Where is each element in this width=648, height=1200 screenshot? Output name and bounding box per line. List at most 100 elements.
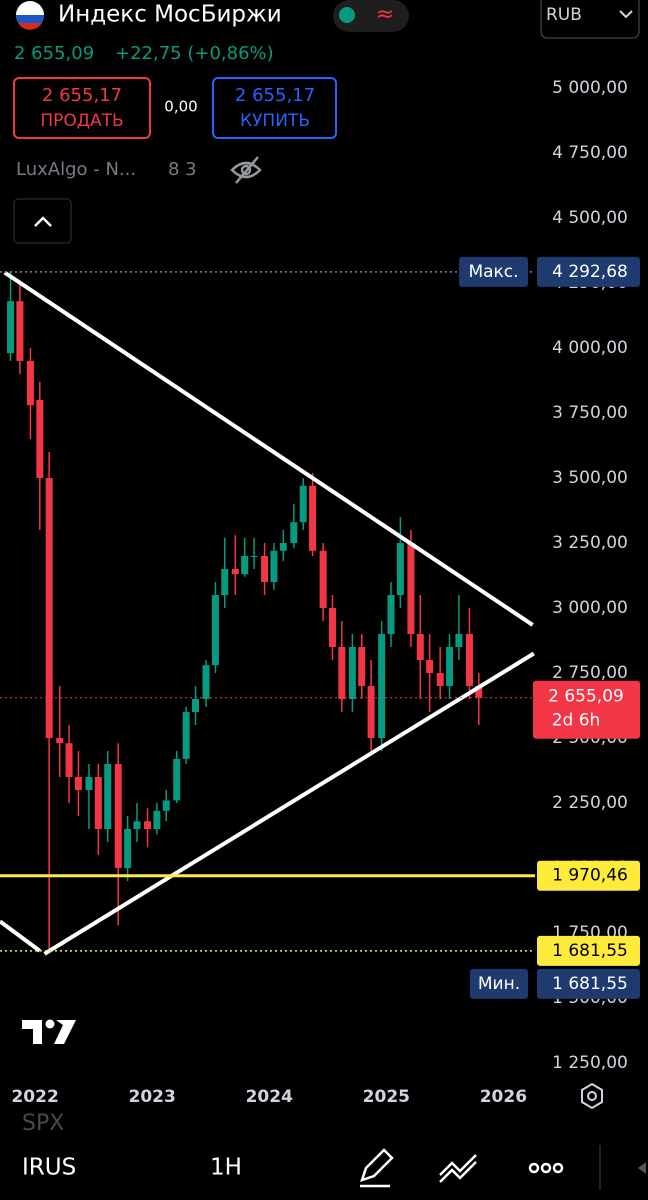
symbol[interactable]: IRUS (22, 1155, 76, 1181)
trendline (3, 270, 534, 627)
buy-price: 2 655,17 (235, 85, 315, 106)
candle-body (202, 665, 210, 700)
candle-body (378, 634, 386, 739)
x-tick-label: 2022 (11, 1087, 58, 1107)
level-box (537, 968, 640, 999)
level-name-box (459, 256, 528, 287)
y-tick-label: 4 750,00 (552, 143, 628, 163)
candle-body (74, 777, 82, 791)
candle-body (455, 634, 463, 648)
candle-body (465, 634, 473, 687)
candle-body (7, 301, 15, 354)
candle-body (221, 568, 229, 596)
y-tick-label: 5 000,00 (552, 78, 628, 98)
candle-body (133, 821, 141, 830)
candle-body (358, 647, 366, 687)
candle-body (348, 647, 356, 700)
status-pill[interactable] (333, 0, 409, 32)
currency-select[interactable] (540, 0, 640, 39)
prev-symbol: SPX (22, 1111, 64, 1136)
level-label: 1 681,55 (552, 941, 628, 961)
candle-body (475, 686, 483, 698)
price: 2 655,09 (14, 43, 94, 64)
interval[interactable]: 1H (210, 1155, 242, 1181)
trendline (43, 651, 535, 956)
settings-icon[interactable] (581, 1082, 603, 1110)
buy-button[interactable] (212, 77, 337, 139)
candle-body (182, 712, 190, 759)
candle-body (85, 777, 93, 791)
candle-body (416, 634, 424, 661)
candle-body (367, 686, 375, 739)
candle-body (231, 568, 239, 575)
logo (22, 1019, 76, 1044)
candle-body (162, 800, 170, 811)
indicator[interactable]: LuxAlgo - N... (16, 159, 136, 180)
y-tick-label: 1 250,00 (552, 1053, 628, 1073)
trendline (0, 919, 41, 953)
candle-body (114, 764, 122, 869)
last-price-label: 2 655,09 (548, 687, 624, 707)
more-icon[interactable] (528, 1162, 564, 1174)
level-label: 1 681,55 (552, 974, 628, 994)
y-tick-label: 2 250,00 (552, 793, 628, 813)
collapse-button[interactable] (13, 198, 72, 244)
candle-body (407, 542, 415, 635)
sell-label: ПРОДАТЬ (40, 111, 123, 131)
candle-body (36, 399, 44, 478)
flag (18, 23, 42, 30)
candle-body (45, 477, 53, 739)
level-label: 1 970,46 (552, 866, 628, 886)
x-tick-label: 2024 (246, 1087, 293, 1107)
candle-body (241, 555, 249, 575)
scroll-arrow[interactable] (638, 1162, 646, 1174)
chevron (619, 10, 633, 19)
draw-icon[interactable] (360, 1148, 394, 1188)
candle-body (299, 485, 307, 523)
candle-body (270, 550, 278, 582)
level-label: 4 292,68 (552, 262, 628, 282)
level-name: Мин. (478, 974, 520, 994)
candle-body (279, 542, 287, 551)
candle-body (65, 743, 73, 778)
sell-button[interactable] (13, 77, 151, 139)
countdown: 2d 6h (552, 711, 601, 731)
sell-price: 2 655,17 (42, 85, 122, 106)
last-price-box (533, 680, 640, 739)
y-tick-label: 2 750,00 (552, 663, 628, 683)
level-box (537, 256, 640, 287)
y-tick-label: 3 750,00 (552, 403, 628, 423)
y-tick-label: 4 500,00 (552, 208, 628, 228)
level-name-box (470, 968, 528, 999)
status-icon: ≈ (376, 2, 394, 27)
x-tick-label: 2023 (129, 1087, 176, 1107)
candle-body (338, 647, 346, 700)
candle-body (396, 542, 404, 596)
indicators-icon[interactable] (439, 1154, 477, 1183)
buy-label: КУПИТЬ (240, 111, 310, 131)
indicator-params: 8 3 (168, 159, 197, 180)
candle-body (144, 821, 152, 830)
chevron (34, 216, 52, 227)
candle-body (387, 595, 395, 635)
level-box (537, 935, 640, 966)
y-tick-label: 3 000,00 (552, 598, 628, 618)
hide-icon[interactable] (230, 156, 262, 184)
candle-body (173, 758, 181, 801)
candle-body (16, 301, 24, 361)
candle-body (211, 595, 219, 666)
currency: RUB (546, 5, 582, 25)
candle-body (26, 360, 34, 406)
candle-body (124, 829, 132, 869)
y-tick-label: 3 500,00 (552, 468, 628, 488)
candle-body (328, 608, 336, 648)
spread: 0,00 (164, 98, 197, 116)
candle-body (261, 555, 269, 582)
candle-body (319, 550, 327, 609)
candle-body (94, 777, 102, 830)
candle-body (153, 810, 161, 830)
x-tick-label: 2025 (363, 1087, 410, 1107)
plot: 1 250,001 500,001 750,002 000,002 250,00… (0, 78, 628, 1107)
